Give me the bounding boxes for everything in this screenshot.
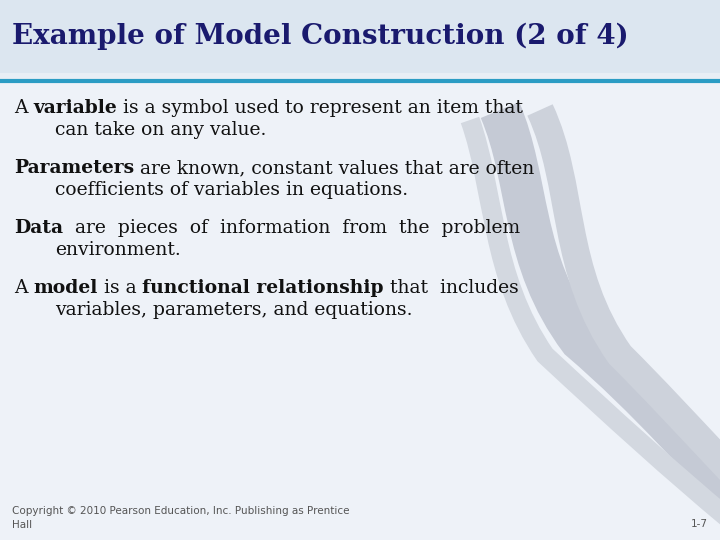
Text: are  pieces  of  information  from  the  problem: are pieces of information from the probl… <box>63 219 520 237</box>
Text: Data: Data <box>14 219 63 237</box>
Text: can take on any value.: can take on any value. <box>55 121 266 139</box>
Text: is a: is a <box>98 279 143 297</box>
Text: environment.: environment. <box>55 241 181 259</box>
Text: functional relationship: functional relationship <box>143 279 384 297</box>
Text: are known, constant values that are often: are known, constant values that are ofte… <box>134 159 534 177</box>
Text: that  includes: that includes <box>384 279 518 297</box>
Text: A: A <box>14 99 34 117</box>
Text: Example of Model Construction (2 of 4): Example of Model Construction (2 of 4) <box>12 23 629 50</box>
Text: coefficients of variables in equations.: coefficients of variables in equations. <box>55 181 408 199</box>
Text: model: model <box>34 279 98 297</box>
Text: A: A <box>14 279 34 297</box>
Text: 1-7: 1-7 <box>691 519 708 529</box>
Text: Parameters: Parameters <box>14 159 134 177</box>
Bar <box>0 0 720 73</box>
Text: variable: variable <box>34 99 117 117</box>
Text: variables, parameters, and equations.: variables, parameters, and equations. <box>55 301 413 319</box>
Bar <box>0 81 720 540</box>
Text: Copyright © 2010 Pearson Education, Inc. Publishing as Prentice
Hall: Copyright © 2010 Pearson Education, Inc.… <box>12 507 349 530</box>
Text: is a symbol used to represent an item that: is a symbol used to represent an item th… <box>117 99 523 117</box>
